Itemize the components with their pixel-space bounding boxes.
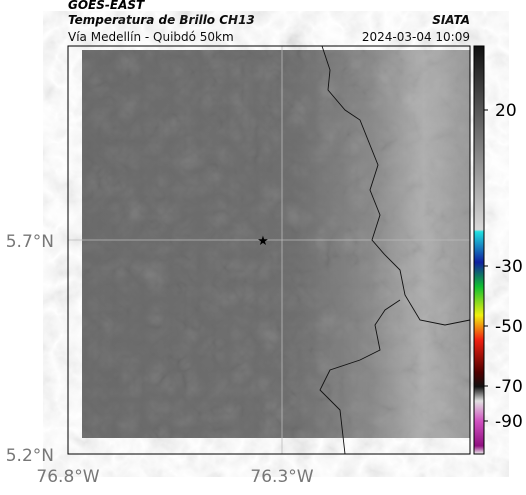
lat-label: 5.7°N — [6, 232, 54, 252]
lat-label: 5.2°N — [6, 446, 54, 466]
colorbar — [473, 45, 485, 455]
boundary — [321, 45, 471, 326]
lon-label: 76.8°W — [36, 467, 99, 487]
colorbar-label: -30 — [495, 257, 523, 277]
location-star: ★ — [257, 234, 269, 249]
cloud-texture — [82, 50, 470, 438]
product: Temperatura de Brillo CH13 — [68, 13, 255, 27]
route: Vía Medellín - Quibdó 50km — [68, 30, 234, 44]
agency: SIATA — [432, 13, 470, 27]
colorbar-label: -90 — [495, 412, 523, 432]
colorbar-label: 20 — [495, 101, 517, 121]
boundary — [319, 299, 401, 455]
lon-label: 76.3°W — [250, 467, 313, 487]
colorbar-label: -50 — [495, 317, 523, 337]
map-frame — [67, 45, 471, 455]
datetime: 2024-03-04 10:09 — [362, 30, 470, 44]
colorbar-label: -70 — [495, 377, 523, 397]
source: GOES-EAST — [68, 0, 145, 12]
